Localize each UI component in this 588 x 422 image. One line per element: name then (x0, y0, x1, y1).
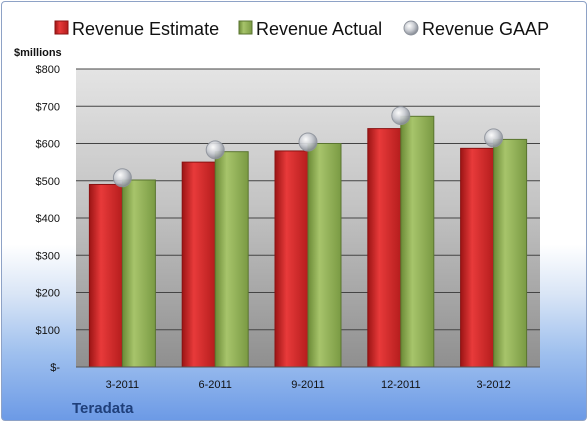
x-tick-label: 6-2011 (198, 379, 231, 391)
legend-item-revenue-estimate: Revenue Estimate (54, 19, 219, 39)
y-tick-label: $600 (36, 139, 60, 151)
bar-revenue-estimate (367, 128, 402, 368)
y-tick-label: $- (50, 362, 60, 374)
x-tick-label: 12-2011 (381, 379, 421, 391)
bar-revenue-estimate (88, 183, 123, 368)
bar-revenue-actual (214, 151, 249, 368)
bar-revenue-actual (493, 138, 528, 368)
marker-revenue-gaap (112, 168, 132, 188)
marker-revenue-gaap (484, 128, 504, 148)
marker-revenue-gaap (205, 140, 225, 160)
y-tick-label: $400 (36, 213, 60, 225)
bar-revenue-actual (121, 179, 156, 368)
y-tick-label: $800 (36, 64, 60, 76)
x-tick-label: 3-2012 (476, 379, 510, 391)
bars (88, 115, 528, 368)
legend-label-gaap: Revenue GAAP (422, 19, 549, 39)
x-axis-ticks: 3-2011 6-2011 9-2011 12-2011 3-2012 (106, 379, 511, 391)
marker-revenue-gaap (298, 132, 318, 152)
legend-item-revenue-gaap: Revenue GAAP (403, 19, 549, 39)
y-tick-label: $300 (36, 250, 60, 262)
bar-revenue-actual (400, 115, 435, 368)
x-tick-label: 9-2011 (291, 379, 324, 391)
y-tick-label: $100 (36, 325, 60, 337)
bar-revenue-estimate (274, 150, 309, 368)
marker-revenue-gaap (391, 106, 411, 126)
x-tick-label: 3-2011 (106, 379, 139, 391)
y-axis-unit-label: $millions (14, 47, 62, 59)
legend-label-actual: Revenue Actual (256, 19, 382, 39)
legend-item-revenue-actual: Revenue Actual (238, 19, 382, 39)
brand-label: Teradata (72, 400, 134, 417)
bar-revenue-estimate (181, 161, 216, 368)
bar-revenue-actual (307, 143, 342, 368)
legend-swatch-gaap (403, 20, 419, 36)
bar-revenue-estimate (460, 147, 495, 368)
legend-swatch-estimate (54, 20, 69, 35)
y-tick-label: $200 (36, 288, 60, 300)
y-tick-label: $700 (36, 101, 60, 113)
y-axis-ticks: $- $100 $200 $300 $400 $500 $600 $700 $800 (36, 64, 61, 374)
legend-label-estimate: Revenue Estimate (72, 19, 219, 39)
legend-swatch-actual (238, 20, 253, 35)
gaap-markers (112, 106, 504, 188)
y-tick-label: $500 (36, 176, 60, 188)
legend: Revenue Estimate Revenue Actual Revenue … (54, 19, 549, 39)
